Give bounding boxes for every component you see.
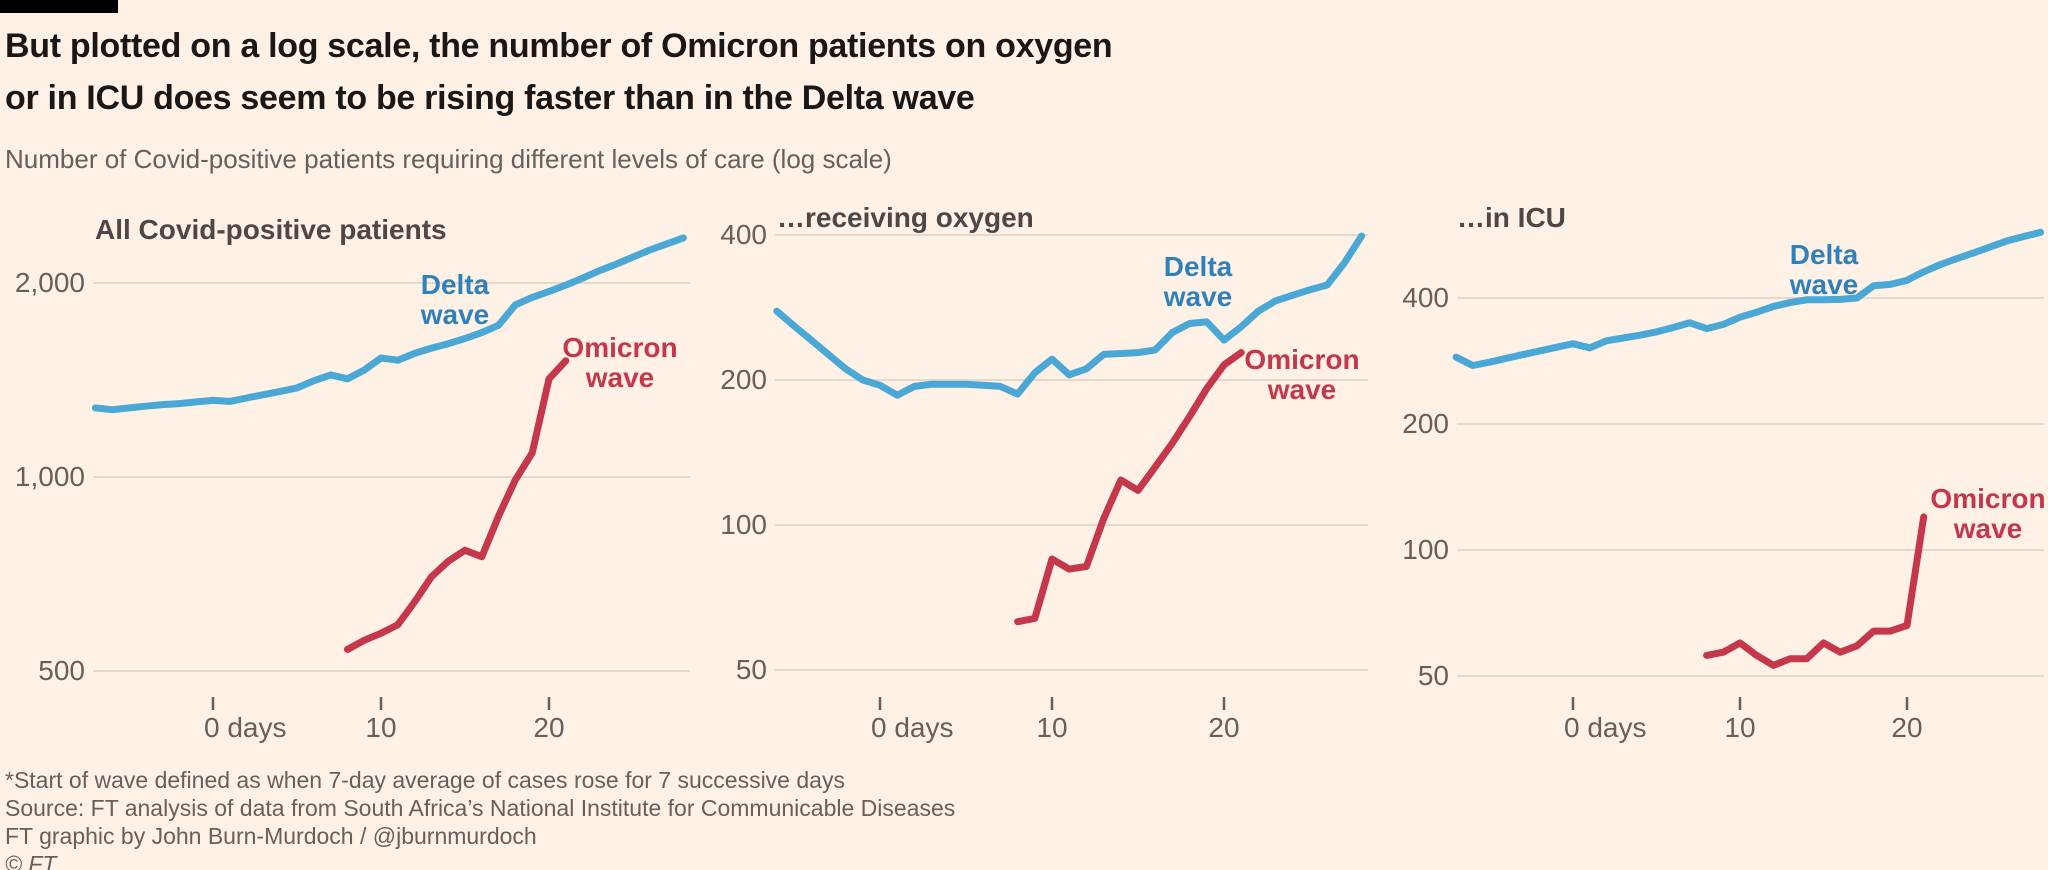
x-axis-label-receiving-oxygen-20: 20 — [1208, 712, 1240, 743]
y-axis-label-receiving-oxygen-50: 50 — [735, 654, 767, 685]
x-axis-label-in-icu-0: 0 days — [1564, 712, 1647, 743]
ft-brand-bar — [0, 0, 118, 13]
credit-text: FT graphic by John Burn-Murdoch / @jburn… — [5, 823, 537, 849]
x-axis-label-in-icu-10: 10 — [1724, 712, 1756, 743]
panel-title-in-icu: …in ICU — [1457, 202, 1566, 233]
delta-wave-line-all-covid-positive-patients — [91, 234, 687, 414]
y-axis-label-all-covid-positive-patients-2000: 2,000 — [14, 267, 85, 298]
y-axis-label-all-covid-positive-patients-1000: 1,000 — [14, 461, 85, 492]
y-axis-label-in-icu-50: 50 — [1417, 660, 1449, 691]
copyright-text: © FT — [5, 851, 57, 870]
x-axis-label-all-covid-positive-patients-20: 20 — [533, 712, 565, 743]
x-axis-label-all-covid-positive-patients-10: 10 — [365, 712, 397, 743]
delta-wave-label-receiving-oxygen: Delta wave — [1163, 251, 1233, 312]
headline-line-2: or in ICU does seem to be rising faster … — [5, 79, 975, 117]
y-axis-label-all-covid-positive-patients-500: 500 — [38, 655, 85, 686]
y-axis-label-receiving-oxygen-400: 400 — [720, 219, 767, 250]
y-axis-label-receiving-oxygen-200: 200 — [720, 364, 767, 395]
omicron-wave-label-all-covid-positive-patients: Omicron wave — [562, 332, 678, 393]
delta-wave-line-in-icu — [1452, 228, 2045, 369]
panel-title-receiving-oxygen: …receiving oxygen — [777, 202, 1034, 233]
omicron-wave-line-all-covid-positive-patients — [343, 357, 570, 653]
omicron-wave-label-in-icu: Omicron wave — [1930, 483, 2046, 544]
x-axis-label-receiving-oxygen-0: 0 days — [871, 712, 954, 743]
chart-footer: *Start of wave defined as when 7-day ave… — [5, 766, 955, 870]
source-text: Source: FT analysis of data from South A… — [5, 795, 956, 821]
y-axis-label-in-icu-400: 400 — [1402, 282, 1449, 313]
chart-headline: But plotted on a log scale, the number o… — [5, 20, 1113, 124]
x-axis-label-all-covid-positive-patients-0: 0 days — [204, 712, 287, 743]
footnote-text: *Start of wave defined as when 7-day ave… — [5, 767, 845, 793]
chart-subtitle: Number of Covid-positive patients requir… — [5, 144, 892, 174]
panel-title-all-covid-positive-patients: All Covid-positive patients — [95, 214, 447, 245]
delta-wave-line-receiving-oxygen — [773, 232, 1366, 399]
y-axis-label-in-icu-200: 200 — [1402, 408, 1449, 439]
omicron-wave-label-receiving-oxygen: Omicron wave — [1244, 344, 1360, 405]
delta-wave-label-all-covid-positive-patients: Delta wave — [420, 269, 490, 330]
y-axis-label-receiving-oxygen-100: 100 — [720, 509, 767, 540]
x-axis-label-in-icu-20: 20 — [1891, 712, 1923, 743]
omicron-wave-line-in-icu — [1703, 513, 1928, 669]
headline-line-1: But plotted on a log scale, the number o… — [5, 27, 1113, 65]
x-axis-label-receiving-oxygen-10: 10 — [1036, 712, 1068, 743]
y-axis-label-in-icu-100: 100 — [1402, 534, 1449, 565]
delta-wave-label-in-icu: Delta wave — [1789, 239, 1859, 300]
omicron-wave-line-receiving-oxygen — [1014, 349, 1245, 626]
